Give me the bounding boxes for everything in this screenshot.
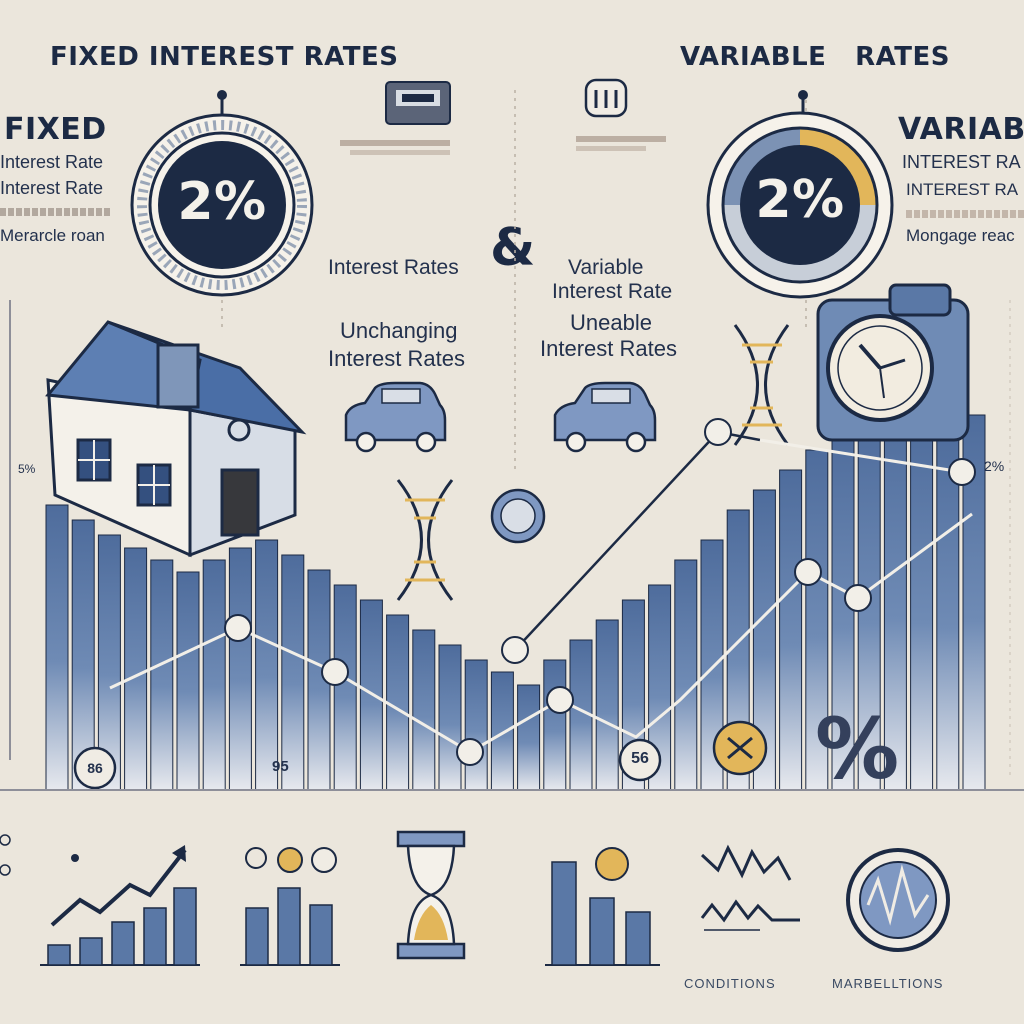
bar	[124, 547, 148, 791]
variable-blur-line	[906, 210, 1024, 218]
fixed-title: FIXED	[4, 112, 107, 147]
bar	[674, 559, 698, 791]
bottom-bars-icon	[240, 847, 340, 966]
bottom-volatility-icon	[700, 844, 800, 931]
center-right-sub-1: Uneable	[570, 310, 652, 335]
trend-point	[456, 738, 484, 766]
bar	[438, 644, 462, 791]
bar	[333, 584, 357, 791]
coin-icon-right	[618, 738, 662, 782]
variable-line-1: INTEREST RA	[902, 152, 1021, 172]
car-icon-right	[553, 381, 657, 453]
bar	[517, 684, 541, 791]
bar	[490, 671, 514, 791]
fixed-rate-gauge	[130, 90, 314, 297]
coin-icon-center	[490, 488, 546, 544]
hourglass-dna-icon-right	[733, 324, 790, 446]
bar	[255, 539, 279, 791]
fixed-line-2: Interest Rate	[0, 178, 104, 198]
caption-marbelltions: MARBELLTIONS	[832, 976, 944, 991]
bottom-hourglass-icon	[396, 830, 466, 960]
variable-title: VARIABL	[898, 112, 1024, 147]
calculator-icon	[385, 81, 451, 125]
trend-point	[224, 614, 252, 642]
caption-conditions: CONDITIONS	[684, 976, 776, 991]
bar	[386, 614, 410, 791]
rate-trend-line	[109, 418, 976, 766]
house-icon	[45, 320, 307, 558]
left-axis-label: 5%	[18, 462, 36, 476]
variable-rate-gauge	[706, 90, 894, 299]
car-icon-left	[344, 381, 447, 453]
bar	[595, 619, 619, 791]
coin-right-label: 56	[631, 750, 649, 767]
bar	[150, 559, 174, 791]
center-left-sub-1: Unchanging	[340, 318, 458, 343]
bar	[202, 559, 226, 791]
bar	[543, 659, 567, 791]
center-left-label: Interest Rates	[328, 256, 459, 279]
bar	[45, 504, 69, 791]
right-axis-label: 2%	[984, 458, 1005, 474]
hourglass-dna-icon-center	[396, 479, 454, 601]
trend-point	[501, 636, 529, 664]
variable-line-3: Mongage reac	[906, 226, 1015, 245]
bottom-growth-chart-icon	[40, 845, 200, 966]
bar	[228, 547, 252, 791]
center-right-label-1: Variable	[568, 256, 644, 279]
center-right-sub-2: Interest Rates	[540, 336, 677, 361]
trend-point	[794, 558, 822, 586]
variable-gauge-value: 2%	[755, 170, 845, 230]
trend-point	[321, 658, 349, 686]
fixed-blur-line	[0, 208, 110, 216]
trend-point	[546, 686, 574, 714]
trend-point	[948, 458, 976, 486]
variable-line-2: INTEREST RA	[906, 180, 1019, 199]
right-header-title: VARIABLE RATES	[680, 42, 950, 72]
bar	[412, 629, 436, 791]
center-right-label-2: Interest Rate	[552, 280, 673, 303]
left-header-title: FIXED INTEREST RATES	[50, 42, 399, 72]
guide-lines	[221, 90, 807, 470]
fixed-line-3: Merarcle roan	[0, 226, 105, 245]
coin-mid-label: 95	[272, 758, 289, 775]
fixed-gauge-value: 2%	[177, 172, 267, 232]
trend-point	[704, 418, 732, 446]
bar	[176, 571, 200, 791]
coin-left-label: 86	[87, 760, 103, 776]
coin-icon-left	[73, 746, 117, 790]
bottom-bars-coin-icon	[545, 847, 660, 966]
fixed-line-1: Interest Rate	[0, 152, 104, 172]
ampersand: &	[490, 218, 536, 278]
clock-icon	[816, 283, 970, 442]
bottom-dial-icon	[846, 848, 950, 952]
big-percent-sign: %	[815, 700, 900, 798]
piggy-icon	[584, 78, 628, 118]
bar	[464, 659, 488, 791]
bar	[281, 554, 305, 791]
center-left-sub-2: Interest Rates	[328, 346, 465, 371]
trend-point	[844, 584, 872, 612]
coin-icon-gold	[712, 720, 768, 776]
bar	[910, 419, 934, 791]
bar	[779, 469, 803, 791]
